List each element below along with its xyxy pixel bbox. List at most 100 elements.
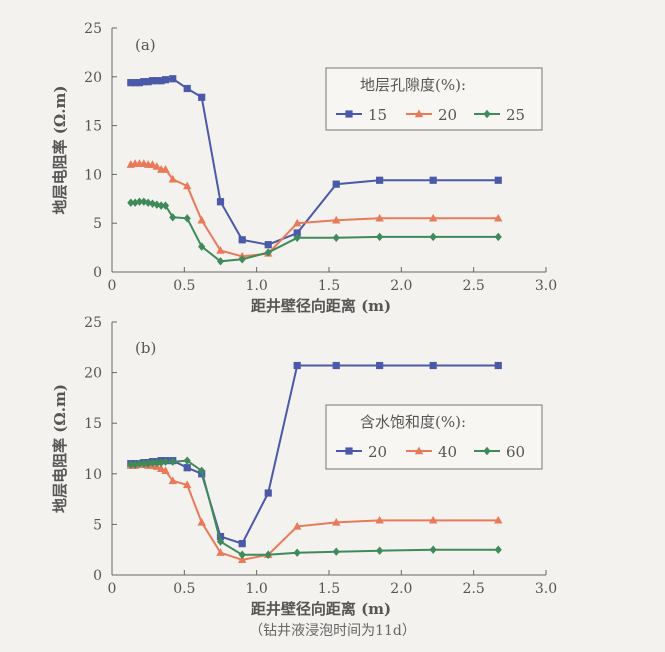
series-15-point <box>127 79 135 87</box>
series-15-point <box>157 77 165 85</box>
series-20-point <box>168 174 177 183</box>
series-15-point <box>238 236 246 244</box>
series-15-point <box>429 176 437 184</box>
series-15-point <box>161 76 170 84</box>
legend-40-marker <box>414 446 424 455</box>
series-25-point <box>429 232 437 242</box>
series-60-point <box>198 466 206 475</box>
series-20-point <box>332 215 341 224</box>
series-60-point <box>153 458 161 467</box>
x-axis-label: 距井壁径向距离 (m) <box>251 600 391 618</box>
series-20-point <box>183 181 192 190</box>
series-15-point <box>144 78 152 86</box>
series-25-point <box>169 213 177 222</box>
series-15-point <box>332 180 340 188</box>
series-40-point <box>183 480 192 489</box>
legend-25-marker <box>483 109 491 119</box>
series-15-point <box>148 77 157 85</box>
series-15-point <box>293 229 301 237</box>
series-40-point <box>238 555 247 564</box>
legend-60-marker <box>483 446 491 456</box>
x-tick-label: 1.0 <box>246 278 268 294</box>
series-15-point <box>135 79 144 87</box>
legend-25-label: 25 <box>506 106 525 124</box>
y-axis-label: 地层电阻率 (Ω.m) <box>51 86 69 215</box>
legend-60-label: 60 <box>506 443 525 461</box>
series-40-point <box>168 476 177 485</box>
x-tick-label: 0.5 <box>173 278 195 294</box>
x-tick-label: 2.0 <box>390 581 412 597</box>
y-tick-label: 25 <box>84 21 102 37</box>
series-15-point <box>216 198 225 206</box>
legend-40-label: 40 <box>438 443 457 461</box>
series-20-point <box>376 361 384 370</box>
series-20-point <box>183 464 191 472</box>
series-20-point <box>429 361 437 370</box>
series-25-point <box>216 257 225 266</box>
series-40-point <box>375 515 384 524</box>
series-20-point <box>197 215 206 224</box>
series-20-point <box>238 540 246 548</box>
y-tick-label: 15 <box>84 119 102 135</box>
series-40-point <box>494 515 503 524</box>
series-20-point <box>375 213 384 222</box>
y-tick-label: 10 <box>84 167 102 183</box>
series-40-point <box>156 464 166 472</box>
series-20-point <box>494 361 502 370</box>
series-20-point <box>148 160 157 168</box>
series-25-point <box>140 197 148 206</box>
legend-20-marker <box>414 109 424 118</box>
series-25-point <box>264 248 272 257</box>
x-tick-label: 2.5 <box>463 581 485 597</box>
series-60-point <box>135 459 144 468</box>
x-tick-label: 2.0 <box>390 278 412 294</box>
series-15-point <box>264 241 272 249</box>
series-40-line <box>130 463 499 561</box>
legend-20-label: 20 <box>438 106 457 124</box>
series-15-point <box>494 176 502 184</box>
y-tick-label: 5 <box>93 517 102 533</box>
series-20-point <box>292 218 302 227</box>
series-25-point <box>161 201 170 210</box>
series-60-point <box>169 457 177 466</box>
series-60-point <box>183 456 191 465</box>
series-20-point <box>216 532 225 541</box>
series-20-point <box>264 489 272 497</box>
series-40-point <box>197 517 206 526</box>
chart-panel-b: 0 5 10 15 20 25 0 0.5 1.0 1.5 2.0 2.5 3.0 距井壁径向距离 (m)… <box>51 315 557 618</box>
series-40-point <box>161 466 170 474</box>
series-60-point <box>293 548 301 557</box>
series-60-point <box>216 537 225 546</box>
series-60-point <box>238 550 246 559</box>
x-axis-label: 距井壁径向距离 (m) <box>251 297 391 315</box>
y-tick-label: 20 <box>84 70 102 86</box>
series-40-point <box>216 548 225 556</box>
chart-panel-a: 0 5 10 15 20 25 0 0.5 1.0 1.5 2.0 2.5 3.0 距井壁径向距离 (m)… <box>51 21 557 315</box>
x-tick-label: 1.5 <box>318 581 340 597</box>
series-20-point <box>152 162 162 170</box>
x-tick-label: 0 <box>108 278 117 294</box>
series-25-point <box>332 233 340 243</box>
legend-15-marker <box>345 110 353 118</box>
series-60-point <box>494 545 502 554</box>
series-25-point <box>135 197 144 206</box>
legend: 含水饱和度(%): 20 40 60 <box>325 404 543 470</box>
legend-box <box>325 67 543 131</box>
series-40-point <box>332 517 341 526</box>
legend-15-label: 15 <box>368 106 387 124</box>
series-15-point <box>140 78 148 86</box>
series-20-point <box>293 361 301 370</box>
series-60-point <box>429 545 437 554</box>
x-tick-label: 3.0 <box>535 278 557 294</box>
series-60-point <box>332 547 340 556</box>
series-25-point <box>293 233 301 243</box>
series-15-point <box>183 84 191 93</box>
figure-caption: （钻井液浸泡时间为11d） <box>249 623 416 639</box>
x-tick-label: 0.5 <box>173 581 195 597</box>
series-20-point <box>161 165 170 173</box>
legend: 地层孔隙度(%): 15 20 25 <box>325 67 543 131</box>
series-20-point <box>494 213 503 222</box>
y-tick-label: 0 <box>93 568 102 584</box>
panel-label: (a) <box>135 36 156 54</box>
series-20-point <box>428 213 438 222</box>
